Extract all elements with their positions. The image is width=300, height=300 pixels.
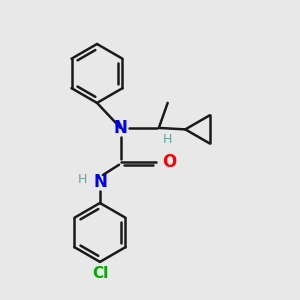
Text: O: O — [162, 153, 177, 171]
Text: H: H — [77, 173, 87, 186]
Text: Cl: Cl — [92, 266, 108, 281]
Text: H: H — [163, 133, 172, 146]
Text: N: N — [93, 173, 107, 191]
Text: N: N — [114, 119, 128, 137]
